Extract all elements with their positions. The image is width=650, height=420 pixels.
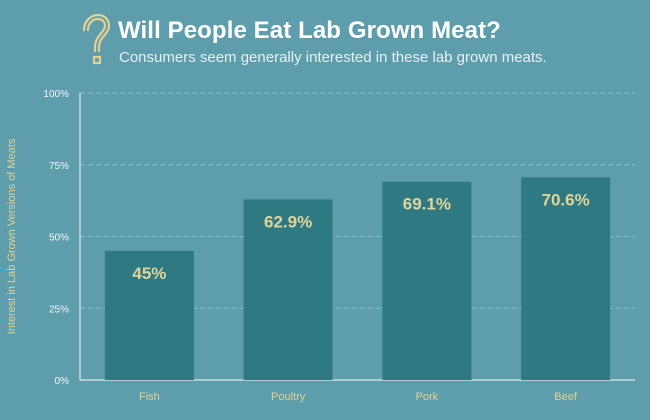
chart-title: Will People Eat Lab Grown Meat? bbox=[118, 17, 501, 44]
x-tick-label: Fish bbox=[139, 391, 160, 403]
bar bbox=[382, 181, 472, 380]
x-tick-label: Beef bbox=[554, 391, 578, 403]
y-tick-label: 25% bbox=[49, 304, 69, 315]
x-tick-label: Pork bbox=[416, 391, 439, 403]
chart-header: Will People Eat Lab Grown Meat? Consumer… bbox=[0, 0, 650, 86]
y-axis-title: Interest in Lab Grown Versions of Meats bbox=[6, 138, 18, 334]
x-tick-label: Poultry bbox=[271, 391, 306, 403]
y-tick-label: 100% bbox=[43, 89, 69, 100]
bar bbox=[521, 177, 611, 380]
question-mark-icon bbox=[82, 13, 111, 65]
chart-subtitle: Consumers seem generally interested in t… bbox=[119, 49, 547, 66]
y-tick-label: 50% bbox=[49, 233, 69, 244]
bar-value-label: 45% bbox=[132, 264, 166, 283]
bar-value-label: 69.1% bbox=[403, 195, 451, 214]
bar bbox=[243, 199, 333, 380]
bar bbox=[104, 250, 194, 380]
bar-value-label: 70.6% bbox=[542, 190, 590, 209]
y-tick-label: 75% bbox=[49, 161, 69, 172]
y-tick-label: 0% bbox=[55, 376, 70, 387]
bar-value-label: 62.9% bbox=[264, 212, 312, 231]
